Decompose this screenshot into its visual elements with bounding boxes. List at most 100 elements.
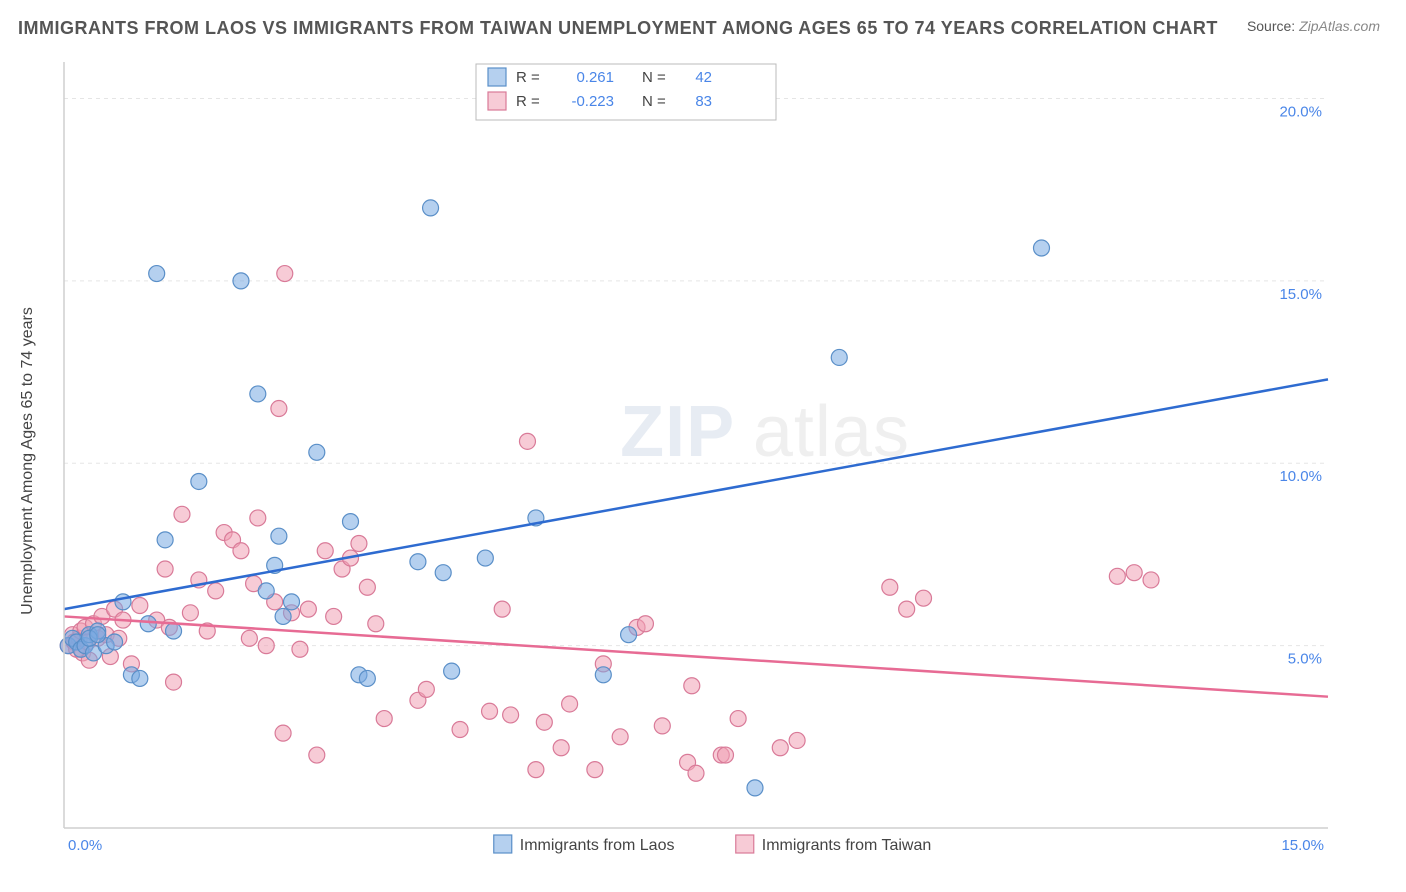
data-point-taiwan: [612, 729, 628, 745]
data-point-laos: [132, 670, 148, 686]
data-point-taiwan: [300, 601, 316, 617]
data-point-taiwan: [654, 718, 670, 734]
data-point-taiwan: [519, 433, 535, 449]
data-point-laos: [275, 608, 291, 624]
bottom-legend-label-taiwan: Immigrants from Taiwan: [762, 837, 932, 854]
data-point-laos: [359, 670, 375, 686]
legend-swatch-laos: [488, 68, 506, 86]
data-point-taiwan: [292, 641, 308, 657]
x-tick-label: 15.0%: [1281, 837, 1324, 854]
y-axis-label: Unemployment Among Ages 65 to 74 years: [19, 307, 37, 615]
data-point-taiwan: [1143, 572, 1159, 588]
data-point-taiwan: [688, 765, 704, 781]
data-point-laos: [258, 583, 274, 599]
data-point-taiwan: [275, 725, 291, 741]
y-tick-label: 10.0%: [1279, 468, 1322, 485]
y-tick-label: 20.0%: [1279, 103, 1322, 120]
data-point-laos: [435, 565, 451, 581]
data-point-taiwan: [482, 703, 498, 719]
data-point-taiwan: [528, 762, 544, 778]
data-point-laos: [309, 444, 325, 460]
data-point-taiwan: [503, 707, 519, 723]
legend-r-value-taiwan: -0.223: [571, 93, 614, 110]
data-point-laos: [90, 627, 106, 643]
bottom-legend-swatch-laos: [494, 835, 512, 853]
data-point-laos: [140, 616, 156, 632]
data-point-taiwan: [166, 674, 182, 690]
y-tick-label: 5.0%: [1288, 651, 1322, 668]
data-point-taiwan: [899, 601, 915, 617]
data-point-taiwan: [1109, 568, 1125, 584]
data-point-laos: [157, 532, 173, 548]
data-point-taiwan: [637, 616, 653, 632]
chart-title: IMMIGRANTS FROM LAOS VS IMMIGRANTS FROM …: [18, 18, 1218, 39]
data-point-laos: [444, 663, 460, 679]
legend-r-label: R =: [516, 93, 540, 110]
data-point-taiwan: [132, 597, 148, 613]
data-point-laos: [595, 667, 611, 683]
data-point-laos: [831, 349, 847, 365]
data-point-taiwan: [351, 535, 367, 551]
data-point-taiwan: [562, 696, 578, 712]
data-point-taiwan: [233, 543, 249, 559]
data-point-taiwan: [317, 543, 333, 559]
data-point-taiwan: [174, 506, 190, 522]
source-attribution: Source: ZipAtlas.com: [1247, 18, 1380, 34]
data-point-laos: [107, 634, 123, 650]
data-point-taiwan: [359, 579, 375, 595]
data-point-laos: [284, 594, 300, 610]
legend-n-value-laos: 42: [695, 69, 712, 86]
data-point-taiwan: [882, 579, 898, 595]
legend-r-value-laos: 0.261: [576, 69, 614, 86]
data-point-laos: [410, 554, 426, 570]
source-label: Source:: [1247, 18, 1295, 34]
legend-n-label: N =: [642, 69, 666, 86]
source-value: ZipAtlas.com: [1299, 18, 1380, 34]
data-point-laos: [166, 623, 182, 639]
data-point-taiwan: [208, 583, 224, 599]
data-point-taiwan: [376, 711, 392, 727]
legend-n-label: N =: [642, 93, 666, 110]
bottom-legend-swatch-taiwan: [736, 835, 754, 853]
data-point-laos: [343, 514, 359, 530]
data-point-taiwan: [536, 714, 552, 730]
legend-swatch-taiwan: [488, 92, 506, 110]
data-point-taiwan: [916, 590, 932, 606]
data-point-laos: [747, 780, 763, 796]
bottom-legend-label-laos: Immigrants from Laos: [520, 837, 675, 854]
data-point-taiwan: [368, 616, 384, 632]
data-point-laos: [233, 273, 249, 289]
watermark-text: ZIP: [620, 392, 735, 472]
data-point-laos: [1033, 240, 1049, 256]
data-point-taiwan: [452, 722, 468, 738]
data-point-taiwan: [772, 740, 788, 756]
data-point-laos: [423, 200, 439, 216]
data-point-taiwan: [277, 266, 293, 282]
data-point-taiwan: [241, 630, 257, 646]
data-point-laos: [271, 528, 287, 544]
data-point-taiwan: [418, 681, 434, 697]
legend-n-value-taiwan: 83: [695, 93, 712, 110]
data-point-laos: [250, 386, 266, 402]
data-point-taiwan: [250, 510, 266, 526]
data-point-taiwan: [182, 605, 198, 621]
data-point-taiwan: [789, 732, 805, 748]
data-point-laos: [477, 550, 493, 566]
data-point-taiwan: [553, 740, 569, 756]
y-tick-label: 15.0%: [1279, 286, 1322, 303]
data-point-taiwan: [157, 561, 173, 577]
data-point-taiwan: [1126, 565, 1142, 581]
data-point-taiwan: [258, 638, 274, 654]
correlation-scatter-chart: ZIPatlas5.0%10.0%15.0%20.0%0.0%15.0%R =0…: [46, 50, 1366, 876]
data-point-taiwan: [309, 747, 325, 763]
data-point-taiwan: [326, 608, 342, 624]
legend-r-label: R =: [516, 69, 540, 86]
chart-container: Unemployment Among Ages 65 to 74 years Z…: [46, 50, 1386, 872]
data-point-taiwan: [271, 401, 287, 417]
data-point-taiwan: [587, 762, 603, 778]
data-point-taiwan: [717, 747, 733, 763]
data-point-taiwan: [730, 711, 746, 727]
data-point-taiwan: [684, 678, 700, 694]
data-point-laos: [149, 266, 165, 282]
data-point-taiwan: [494, 601, 510, 617]
